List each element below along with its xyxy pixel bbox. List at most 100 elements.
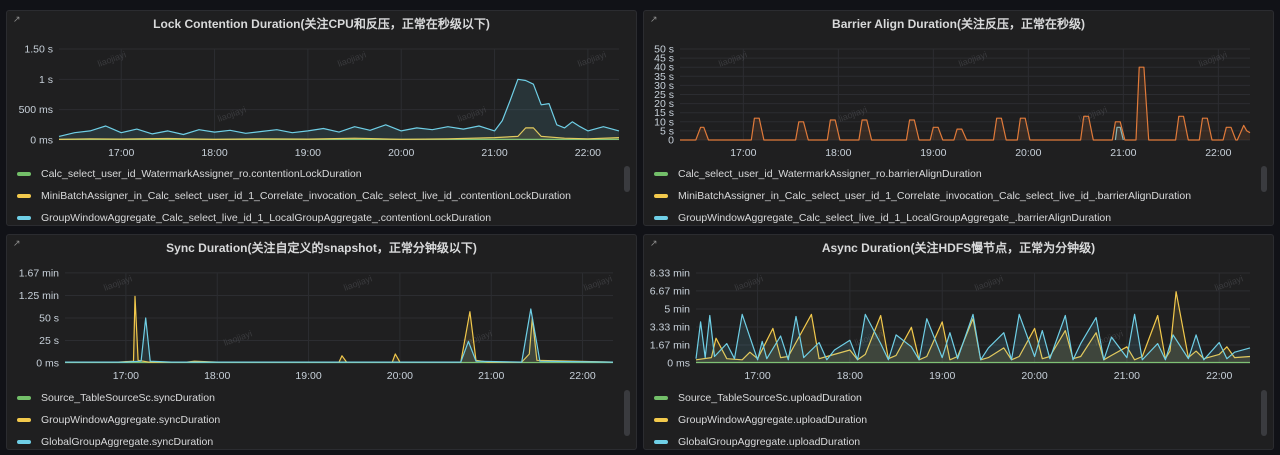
legend-item[interactable]: Source_TableSourceSc.uploadDuration [654, 387, 1251, 409]
legend-label: MiniBatchAssigner_in_Calc_select_user_id… [678, 190, 1192, 202]
x-tick-label: 22:00 [575, 147, 601, 159]
y-tick-label: 1.67 min [19, 267, 59, 279]
legend-item[interactable]: Calc_select_user_id_WatermarkAssigner_ro… [17, 163, 614, 185]
y-tick-label: 5 min [664, 303, 690, 315]
x-tick-label: 17:00 [113, 370, 139, 382]
panel-title[interactable]: Async Duration(关注HDFS慢节点，正常为分钟级) [821, 241, 1096, 255]
series-area [696, 291, 1250, 363]
y-tick-label: 3.33 min [650, 322, 690, 334]
chart-legend: Calc_select_user_id_WatermarkAssigner_ro… [654, 163, 1251, 225]
legend-scrollbar[interactable] [624, 166, 630, 192]
watermark-text: liaojiayi [1213, 273, 1244, 292]
y-tick-label: 25 s [654, 89, 674, 101]
y-tick-label: 0 ms [30, 135, 53, 147]
legend-swatch [654, 440, 668, 444]
watermark-text: liaojiayi [582, 273, 613, 292]
legend-swatch [17, 172, 31, 176]
x-tick-label: 19:00 [295, 147, 321, 159]
panel-title[interactable]: Sync Duration(关注自定义的snapshot，正常分钟级以下) [166, 241, 477, 255]
watermark-text: liaojiayi [96, 49, 127, 68]
y-tick-label: 1.50 s [24, 44, 53, 56]
watermark-text: liaojiayi [733, 273, 764, 292]
legend-swatch [17, 440, 31, 444]
x-tick-label: 20:00 [388, 147, 414, 159]
x-tick-label: 22:00 [1205, 147, 1231, 159]
chart-plot: 0 ms 1.67 min 3.33 min 5 min 6.67 min 8.33 mi… [650, 268, 1251, 382]
x-tick-label: 17:00 [730, 147, 756, 159]
legend-scrollbar[interactable] [1261, 166, 1267, 192]
x-tick-label: 21:00 [478, 370, 504, 382]
y-tick-label: 30 s [654, 80, 674, 92]
chart-plot: 05 s10 s15 s20 s25 s30 s35 s40 s45 s50 s… [654, 44, 1251, 159]
legend-item[interactable]: GroupWindowAggregate_Calc_select_live_id… [654, 207, 1251, 225]
y-tick-label: 0 ms [36, 358, 59, 370]
y-tick-label: 40 s [654, 62, 674, 74]
x-tick-label: 17:00 [744, 370, 770, 382]
panel-title[interactable]: Lock Contention Duration(关注CPU和反压，正常在秒级以… [153, 17, 490, 31]
series-line [58, 127, 620, 140]
y-tick-label: 35 s [654, 71, 674, 83]
legend-label: Source_TableSourceSc.uploadDuration [678, 392, 862, 404]
series-line [680, 66, 1251, 141]
legend-item[interactable]: MiniBatchAssigner_in_Calc_select_user_id… [17, 185, 614, 207]
panel-link-icon[interactable]: ↗ [13, 14, 21, 24]
watermark-text: liaojiayi [1197, 49, 1228, 68]
legend-swatch [654, 418, 668, 422]
series-line [1114, 126, 1124, 141]
legend-item[interactable]: GroupWindowAggregate_Calc_select_live_id… [17, 207, 614, 225]
chart-legend: Source_TableSourceSc.uploadDuration Grou… [654, 387, 1251, 449]
y-tick-label: 8.33 min [650, 268, 690, 280]
legend-label: Calc_select_user_id_WatermarkAssigner_ro… [41, 168, 362, 180]
legend-scrollbar[interactable] [624, 390, 630, 436]
legend-label: GroupWindowAggregate_Calc_select_live_id… [41, 212, 492, 224]
legend-item[interactable]: MiniBatchAssigner_in_Calc_select_user_id… [654, 185, 1251, 207]
legend-label: Source_TableSourceSc.syncDuration [41, 392, 215, 404]
x-tick-label: 19:00 [920, 147, 946, 159]
chart-legend: Source_TableSourceSc.syncDuration GroupW… [17, 387, 614, 449]
series-area [1115, 127, 1124, 140]
legend-label: MiniBatchAssigner_in_Calc_select_user_id… [41, 190, 571, 202]
legend-item[interactable]: Source_TableSourceSc.syncDuration [17, 387, 614, 409]
panel-title[interactable]: Barrier Align Duration(关注反压，正常在秒级) [832, 17, 1085, 31]
watermark-text: liaojiayi [957, 49, 988, 68]
legend-item[interactable]: GlobalGroupAggregate.syncDuration [17, 431, 614, 449]
legend-scrollbar[interactable] [1261, 390, 1267, 436]
x-tick-label: 18:00 [825, 147, 851, 159]
x-tick-label: 20:00 [1021, 370, 1047, 382]
legend-swatch [17, 396, 31, 400]
watermark-text: liaojiayi [222, 328, 253, 347]
legend-swatch [17, 418, 31, 422]
watermark-text: liaojiayi [456, 104, 487, 123]
y-tick-label: 500 ms [19, 104, 53, 116]
y-tick-label: 25 s [39, 335, 59, 347]
chart-legend: Calc_select_user_id_WatermarkAssigner_ro… [17, 163, 614, 225]
panel-link-icon[interactable]: ↗ [650, 238, 658, 248]
x-tick-label: 21:00 [481, 147, 507, 159]
x-tick-label: 21:00 [1114, 370, 1140, 382]
panel-lock-contention: ↗ Lock Contention Duration(关注CPU和反压，正常在秒… [6, 10, 637, 226]
legend-item[interactable]: GroupWindowAggregate.syncDuration [17, 409, 614, 431]
y-tick-label: 6.67 min [650, 285, 690, 297]
x-tick-label: 21:00 [1110, 147, 1136, 159]
legend-swatch [654, 396, 668, 400]
x-tick-label: 18:00 [201, 147, 227, 159]
watermark-text: liaojiayi [336, 49, 367, 68]
panel-link-icon[interactable]: ↗ [650, 14, 658, 24]
legend-label: GroupWindowAggregate.syncDuration [41, 414, 221, 426]
legend-item[interactable]: GroupWindowAggregate.uploadDuration [654, 409, 1251, 431]
y-tick-label: 1.25 min [19, 290, 59, 302]
watermark-text: liaojiayi [216, 104, 247, 123]
legend-label: GlobalGroupAggregate.syncDuration [41, 436, 214, 448]
chart-plot: 0 ms 25 s 50 s 1.25 min 1.67 min 17:00 18:00 19… [19, 267, 614, 382]
x-tick-label: 20:00 [387, 370, 413, 382]
y-tick-label: 50 s [39, 313, 59, 325]
series-line [695, 313, 1251, 361]
y-tick-label: 45 s [654, 53, 674, 65]
panel-link-icon[interactable]: ↗ [13, 238, 21, 248]
x-tick-label: 18:00 [204, 370, 230, 382]
legend-item[interactable]: Calc_select_user_id_WatermarkAssigner_ro… [654, 163, 1251, 185]
series-line [58, 78, 620, 137]
legend-item[interactable]: GlobalGroupAggregate.uploadDuration [654, 431, 1251, 449]
x-tick-label: 19:00 [295, 370, 321, 382]
